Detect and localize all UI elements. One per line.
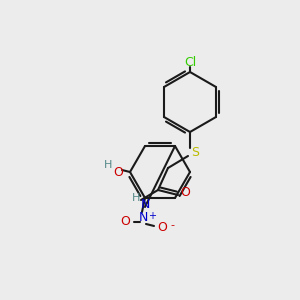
Text: O: O [120, 215, 130, 229]
Text: H: H [132, 193, 140, 203]
Text: O: O [180, 187, 190, 200]
Text: O: O [113, 166, 123, 178]
Text: N: N [138, 212, 148, 224]
Text: H: H [104, 160, 112, 170]
Text: S: S [191, 146, 199, 160]
Text: Cl: Cl [184, 56, 196, 70]
Text: -: - [170, 220, 174, 230]
Text: +: + [148, 211, 156, 221]
Text: N: N [140, 197, 150, 211]
Text: O: O [157, 221, 167, 235]
